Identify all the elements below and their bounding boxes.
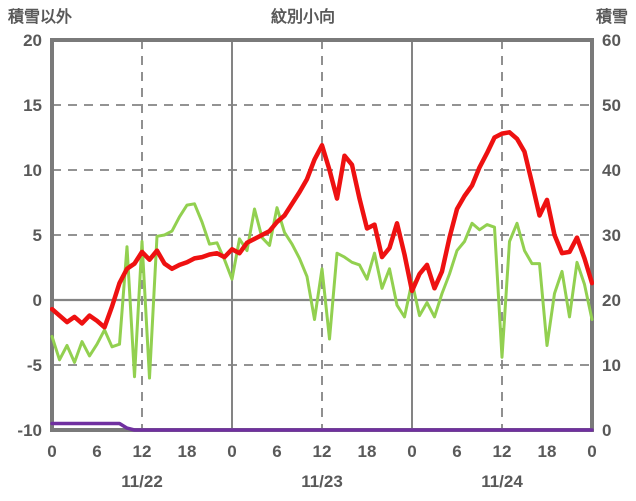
green-series — [50, 202, 594, 380]
date-label: 11/23 — [301, 472, 343, 491]
right-axis-tick-label: 20 — [602, 291, 621, 310]
left-axis-tick-label: -10 — [17, 421, 42, 440]
date-label: 11/24 — [481, 472, 523, 491]
right-axis-tick-label: 30 — [602, 226, 621, 245]
right-axis-tick-label: 40 — [602, 161, 621, 180]
hour-tick-label: 18 — [178, 442, 197, 461]
hour-tick-label: 6 — [272, 442, 281, 461]
left-axis-tick-label: 10 — [23, 161, 42, 180]
left-axis-tick-label: 5 — [33, 226, 42, 245]
hour-tick-label: 18 — [538, 442, 557, 461]
left-axis-title: 積雪以外 — [8, 9, 73, 26]
left-axis-tick-label: 0 — [33, 291, 42, 310]
right-axis-tick-label: 0 — [602, 421, 611, 440]
hour-tick-label: 12 — [313, 442, 332, 461]
chart-title: 紋別小向 — [270, 9, 335, 26]
right-axis-tick-label: 60 — [602, 31, 621, 50]
right-axis-tick-label: 50 — [602, 96, 621, 115]
hour-tick-label: 0 — [227, 442, 236, 461]
right-axis-tick-label: 10 — [602, 356, 621, 375]
hour-tick-label: 12 — [493, 442, 512, 461]
left-axis-tick-label: -5 — [27, 356, 42, 375]
hour-tick-label: 6 — [92, 442, 101, 461]
date-label: 11/22 — [121, 472, 163, 491]
snow-depth-series — [50, 421, 594, 432]
hour-tick-label: 0 — [407, 442, 416, 461]
hour-tick-label: 6 — [452, 442, 461, 461]
left-axis-tick-label: 20 — [23, 31, 42, 50]
left-axis-tick-label: 15 — [23, 96, 42, 115]
red-series — [50, 130, 594, 330]
right-axis-title: 積雪 — [595, 9, 628, 26]
hour-tick-label: 18 — [358, 442, 377, 461]
hour-tick-label: 0 — [587, 442, 596, 461]
hour-tick-label: 0 — [47, 442, 56, 461]
hour-tick-label: 12 — [133, 442, 152, 461]
